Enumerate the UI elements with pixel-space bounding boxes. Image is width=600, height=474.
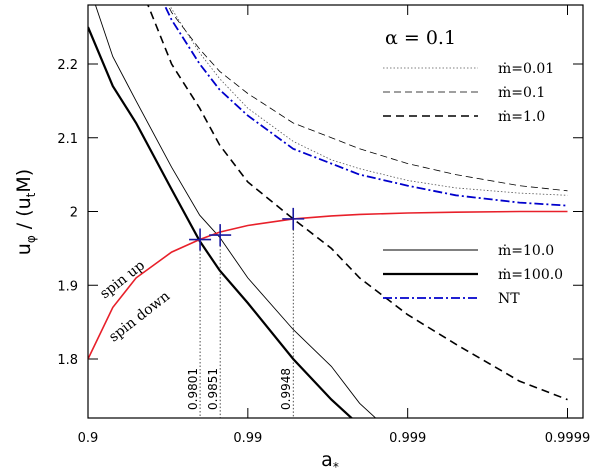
series-line <box>169 5 568 196</box>
marker-cross <box>189 228 212 251</box>
legend-label: ṁ=1.0 <box>498 109 545 125</box>
legend-title: α = 0.1 <box>385 27 456 49</box>
series-line <box>163 5 568 207</box>
y-axis-label: uφ / (utM) <box>13 169 38 255</box>
y-label-part: M) <box>13 169 35 193</box>
plot-frame <box>87 4 584 419</box>
series-line <box>167 5 568 192</box>
x-label-sub: * <box>333 460 339 474</box>
y-tick-label: 2.1 <box>57 132 78 147</box>
x-tick-label: 0.999 <box>389 431 426 446</box>
y-label-sub: t <box>24 192 38 197</box>
annotation: spin down <box>106 288 173 345</box>
series-line <box>147 5 568 401</box>
marker-label: 0.9851 <box>206 368 220 410</box>
x-label-main: a <box>321 449 333 471</box>
marker-label: 0.9801 <box>186 368 200 410</box>
x-tick-label: 0.9 <box>78 431 99 446</box>
marker-cross <box>209 224 232 247</box>
x-tick-label: 0.99 <box>233 431 262 446</box>
marker-label: 0.9948 <box>279 368 293 410</box>
y-tick-label: 1.9 <box>57 279 78 294</box>
marker-cross <box>282 207 305 230</box>
series-line <box>94 5 377 418</box>
y-tick-label: 2.2 <box>57 58 78 73</box>
y-label-sub: φ <box>24 235 38 243</box>
y-tick-label: 1.8 <box>57 353 78 368</box>
series-line <box>88 210 568 360</box>
y-label-part: u <box>13 243 35 255</box>
x-tick-label: 0.9999 <box>545 431 591 446</box>
plot-area <box>88 5 568 418</box>
legend-label: ṁ=0.01 <box>498 61 554 77</box>
legend-label: ṁ=10.0 <box>498 243 554 259</box>
legend-label: ṁ=0.1 <box>498 85 545 101</box>
x-axis-label: a* <box>321 449 339 474</box>
y-tick-label: 2 <box>70 206 78 221</box>
legend-label: ṁ=100.0 <box>498 267 563 283</box>
legend-label: NT <box>498 291 520 307</box>
series-line <box>88 26 354 418</box>
y-label-part: / (u <box>13 197 35 235</box>
